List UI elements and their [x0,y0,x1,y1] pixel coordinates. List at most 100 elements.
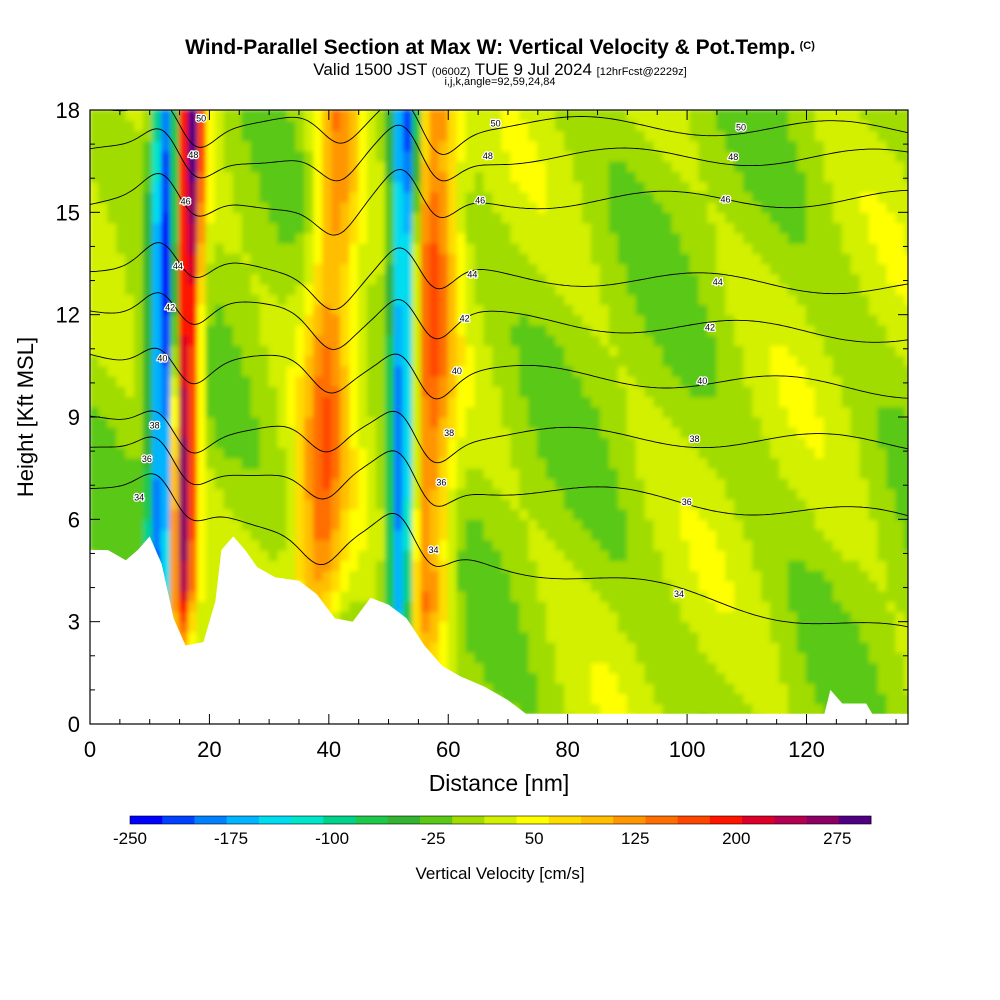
velocity-cell [814,211,826,224]
velocity-cell [770,119,781,132]
velocity-cell [259,119,270,132]
velocity-cell [698,334,709,346]
velocity-cell [411,324,422,336]
velocity-cell [384,467,396,479]
velocity-cell [340,221,351,234]
velocity-cell [635,641,646,653]
velocity-cell [465,559,476,572]
velocity-cell [178,580,190,592]
velocity-cell [196,273,208,285]
velocity-cell [384,232,396,244]
velocity-cell [322,334,333,346]
velocity-cell [725,181,736,193]
velocity-cell [761,314,772,326]
velocity-cell [178,395,190,408]
velocity-cell [358,518,369,531]
velocity-cell [743,395,754,408]
velocity-cell [617,672,628,684]
velocity-cell [322,303,333,316]
velocity-cell [367,569,378,582]
velocity-cell [170,150,181,162]
velocity-cell [492,365,503,377]
velocity-cell [187,559,199,572]
velocity-cell [483,569,494,582]
velocity-cell [375,436,387,449]
velocity-cell [438,181,449,193]
velocity-cell [752,262,763,275]
velocity-cell [474,119,485,132]
velocity-cell [492,662,503,674]
velocity-cell [134,232,145,244]
velocity-cell [770,324,781,336]
velocity-cell [178,549,190,561]
velocity-cell [358,293,369,306]
velocity-cell [474,191,485,203]
velocity-cell [770,129,781,142]
velocity-cell [671,140,682,152]
velocity-cell [546,447,557,459]
velocity-cell [474,651,485,664]
velocity-cell [734,170,745,183]
velocity-cell [214,160,225,172]
velocity-cell [644,283,655,295]
velocity-cell [680,436,691,449]
velocity-cell [331,110,342,121]
velocity-cell [402,355,414,367]
velocity-cell [770,314,781,326]
velocity-cell [205,170,216,183]
velocity-cell [241,539,252,551]
velocity-cell [814,508,826,520]
velocity-cell [501,273,512,285]
velocity-cell [564,314,575,326]
velocity-cell [358,252,369,265]
velocity-cell [250,477,261,490]
velocity-cell [680,590,691,602]
velocity-cell [573,692,584,705]
velocity-cell [635,273,646,285]
velocity-cell [555,651,566,664]
velocity-cell [241,160,252,172]
velocity-cell [787,600,799,613]
velocity-cell [304,447,315,459]
velocity-cell [152,314,163,326]
velocity-cell [214,365,225,377]
velocity-cell [250,447,261,459]
velocity-cell [411,242,422,254]
velocity-cell [241,467,252,479]
velocity-cell [232,385,243,398]
velocity-cell [134,262,145,275]
velocity-cell [770,170,781,183]
velocity-cell [510,610,521,623]
velocity-cell [196,221,208,234]
velocity-cell [313,232,324,244]
velocity-cell [340,518,351,531]
velocity-cell [573,191,584,203]
velocity-cell [537,467,548,479]
velocity-cell [349,221,360,234]
velocity-cell [107,539,118,551]
velocity-cell [823,221,834,234]
velocity-cell [564,170,575,183]
velocity-cell [250,518,261,531]
velocity-cell [223,181,234,193]
velocity-cell [805,610,817,623]
velocity-cell [107,242,118,254]
velocity-cell [268,549,279,561]
velocity-cell [358,477,369,490]
velocity-cell [107,488,118,500]
velocity-cell [653,610,664,623]
velocity-cell [492,181,503,193]
velocity-cell [196,610,208,623]
velocity-cell [814,355,826,367]
velocity-cell [555,355,566,367]
velocity-cell [259,467,270,479]
velocity-cell [787,232,799,244]
velocity-cell [358,385,369,398]
velocity-cell [501,110,512,121]
velocity-cell [590,651,602,664]
velocity-cell [331,610,342,623]
velocity-cell [608,293,620,306]
velocity-cell [644,426,655,439]
velocity-cell [116,528,127,541]
velocity-cell [581,375,593,387]
